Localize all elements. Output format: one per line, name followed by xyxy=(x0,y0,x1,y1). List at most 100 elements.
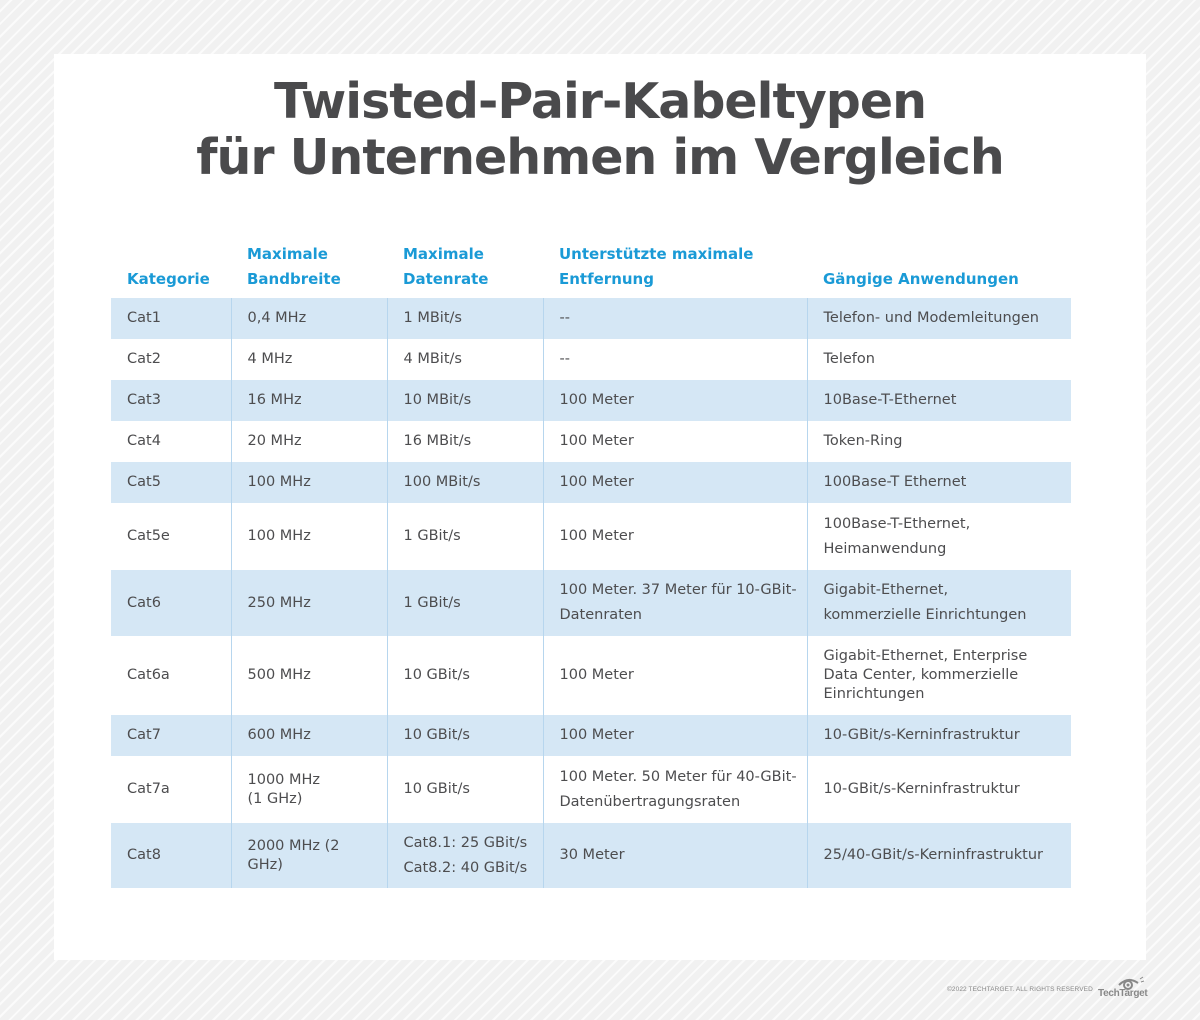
cell-bandbreite: 4 MHz xyxy=(230,339,387,380)
cell-bandbreite: 0,4 MHz xyxy=(230,298,387,339)
page-title: Twisted-Pair-Kabeltypen für Unternehmen … xyxy=(54,74,1146,186)
table-row: Cat3 16 MHz 10 MBit/s 100 Meter 10Base-T… xyxy=(111,380,1071,421)
header-text: Unterstützte maximale xyxy=(559,245,754,263)
cell-line: 100 Meter. 37 Meter für 10-GBit- xyxy=(559,582,797,598)
cell-bandbreite: 100 MHz xyxy=(230,503,387,570)
table-row: Cat8 2000 MHz (2 GHz) Cat8.1: 25 GBit/s C… xyxy=(111,823,1071,888)
cell-bandbreite: 20 MHz xyxy=(230,421,387,462)
table-row: Cat6a 500 MHz 10 GBit/s 100 Meter Gigabi… xyxy=(111,636,1071,715)
cell-datenrate: 1 MBit/s xyxy=(386,298,543,339)
header-kategorie: Kategorie xyxy=(127,270,210,288)
cell-line: Data Center, kommerzielle xyxy=(823,667,1019,683)
cell-entfernung: 100 Meter. 50 Meter für 40-GBit- Datenübe… xyxy=(542,756,807,823)
eye-icon xyxy=(1118,976,1145,990)
cell-datenrate: 10 MBit/s xyxy=(386,380,543,421)
cell-entfernung: 100 Meter xyxy=(542,636,807,715)
cell-datenrate: Cat8.1: 25 GBit/s Cat8.2: 40 GBit/s xyxy=(386,823,543,888)
cell-line: Datenraten xyxy=(559,607,643,623)
table-row: Cat1 0,4 MHz 1 MBit/s -- Telefon- und Mo… xyxy=(111,298,1071,339)
cell-entfernung: -- xyxy=(542,298,807,339)
table-row: Cat5 100 MHz 100 MBit/s 100 Meter 100Bas… xyxy=(111,462,1071,503)
cell-anwendungen: 100Base-T-Ethernet, Heimanwendung xyxy=(806,503,1071,570)
cell-kategorie: Cat3 xyxy=(111,380,231,421)
cell-kategorie: Cat8 xyxy=(111,823,231,888)
header-bandbreite: Maximale Bandbreite xyxy=(231,232,387,298)
cell-entfernung: 100 Meter xyxy=(542,380,807,421)
copyright-text: ©2022 TECHTARGET. ALL RIGHTS RESERVED xyxy=(947,986,1093,993)
cell-kategorie: Cat7 xyxy=(111,715,231,756)
cell-kategorie: Cat7a xyxy=(127,781,170,797)
cell-anwendungen: Telefon- und Modemleitungen xyxy=(806,298,1071,339)
table-row: Cat6 250 MHz 1 GBit/s 100 Meter. 37 Mete… xyxy=(111,570,1071,636)
cell-bandbreite: 1000 MHz (1 GHz) xyxy=(230,756,387,823)
cell-kategorie: Cat5e xyxy=(127,528,170,544)
cell-datenrate: 10 GBit/s xyxy=(386,756,543,823)
logo-text: TechTarget xyxy=(1098,988,1148,999)
cell-datenrate: 10 GBit/s xyxy=(386,715,543,756)
cell-anwendungen: Telefon xyxy=(806,339,1071,380)
comparison-table: Kategorie Maximale Bandbreite Maximale Dat… xyxy=(111,232,1071,888)
cell-datenrate: 1 GBit/s xyxy=(386,503,543,570)
cell-bandbreite: 16 MHz xyxy=(230,380,387,421)
cell-anwendungen: 10-GBit/s-Kerninfrastruktur xyxy=(806,715,1071,756)
cell-entfernung: -- xyxy=(542,339,807,380)
table-row: Cat7a 1000 MHz (1 GHz) 10 GBit/s 100 Mete… xyxy=(111,756,1071,823)
cell-line: Gigabit-Ethernet, xyxy=(823,582,949,598)
table-row: Cat5e 100 MHz 1 GBit/s 100 Meter 100Base… xyxy=(111,503,1071,570)
title-line-1: Twisted-Pair-Kabeltypen xyxy=(274,73,927,130)
cell-kategorie: Cat5 xyxy=(111,462,231,503)
header-text: Bandbreite xyxy=(247,270,341,288)
cell-kategorie: Cat6a xyxy=(127,667,170,683)
cell-datenrate: 1 GBit/s xyxy=(386,570,543,636)
cell-line: 100Base-T-Ethernet, xyxy=(823,515,971,532)
cell-anwendungen: 10Base-T-Ethernet xyxy=(806,380,1071,421)
cell-line: Gigabit-Ethernet, Enterprise xyxy=(823,648,1028,664)
cell-line: Cat8.1: 25 GBit/s xyxy=(403,834,528,851)
cell-datenrate: 16 MBit/s xyxy=(386,421,543,462)
cell-datenrate: 100 MBit/s xyxy=(386,462,543,503)
cell-anwendungen: 25/40-GBit/s-Kerninfrastruktur xyxy=(806,823,1071,888)
cell-anwendungen: Gigabit-Ethernet, Enterprise Data Center,… xyxy=(806,636,1071,715)
cell-datenrate: 4 MBit/s xyxy=(386,339,543,380)
techtarget-logo: TechTarget xyxy=(1098,976,1148,1002)
header-anwendungen: Gängige Anwendungen xyxy=(823,270,1019,288)
cell-anwendungen: 100Base-T Ethernet xyxy=(806,462,1071,503)
header-entfernung: Unterstützte maximale Entfernung xyxy=(543,232,807,298)
table-row: Cat7 600 MHz 10 GBit/s 100 Meter 10-GBit… xyxy=(111,715,1071,756)
header-datenrate: Maximale Datenrate xyxy=(387,232,543,298)
cell-anwendungen: Gigabit-Ethernet, kommerzielle Einrichtun… xyxy=(806,570,1071,636)
cell-kategorie: Cat4 xyxy=(127,433,161,449)
infographic-card: Twisted-Pair-Kabeltypen für Unternehmen … xyxy=(54,54,1146,960)
cell-kategorie: Cat6 xyxy=(111,570,231,636)
cell-anwendungen: Token-Ring xyxy=(806,421,1071,462)
table-header-row: Kategorie Maximale Bandbreite Maximale Dat… xyxy=(111,232,1071,298)
title-line-2: für Unternehmen im Vergleich xyxy=(196,129,1005,186)
header-text: Maximale xyxy=(403,245,484,263)
table-row: Cat4 20 MHz 16 MBit/s 100 Meter Token-Ri… xyxy=(111,421,1071,462)
cell-datenrate: 10 GBit/s xyxy=(386,636,543,715)
cell-entfernung: 30 Meter xyxy=(542,823,807,888)
cell-kategorie: Cat1 xyxy=(111,298,231,339)
cell-bandbreite: 100 MHz xyxy=(230,462,387,503)
cell-bandbreite: 250 MHz xyxy=(230,570,387,636)
table-row: Cat2 4 MHz 4 MBit/s -- Telefon xyxy=(111,339,1071,380)
header-text: Datenrate xyxy=(403,270,489,288)
cell-line: 1000 MHz xyxy=(247,771,321,788)
cell-bandbreite: 600 MHz xyxy=(230,715,387,756)
cell-entfernung: 100 Meter xyxy=(542,715,807,756)
cell-line: Cat8.2: 40 GBit/s xyxy=(403,859,528,876)
cell-line: Einrichtungen xyxy=(823,686,925,702)
header-text: Maximale xyxy=(247,245,328,263)
cell-bandbreite: 500 MHz xyxy=(230,636,387,715)
cell-kategorie: Cat2 xyxy=(127,351,161,367)
cell-line: Datenübertragungsraten xyxy=(559,793,741,810)
cell-entfernung: 100 Meter xyxy=(542,421,807,462)
cell-line: Heimanwendung xyxy=(823,540,947,557)
cell-line: 100 Meter. 50 Meter für 40-GBit- xyxy=(559,768,797,785)
cell-bandbreite: 2000 MHz (2 GHz) xyxy=(230,823,387,888)
cell-entfernung: 100 Meter xyxy=(542,462,807,503)
cell-entfernung: 100 Meter xyxy=(542,503,807,570)
cell-line: kommerzielle Einrichtungen xyxy=(823,607,1027,623)
cell-entfernung: 100 Meter. 37 Meter für 10-GBit- Datenrat… xyxy=(542,570,807,636)
header-text: Entfernung xyxy=(559,270,654,288)
